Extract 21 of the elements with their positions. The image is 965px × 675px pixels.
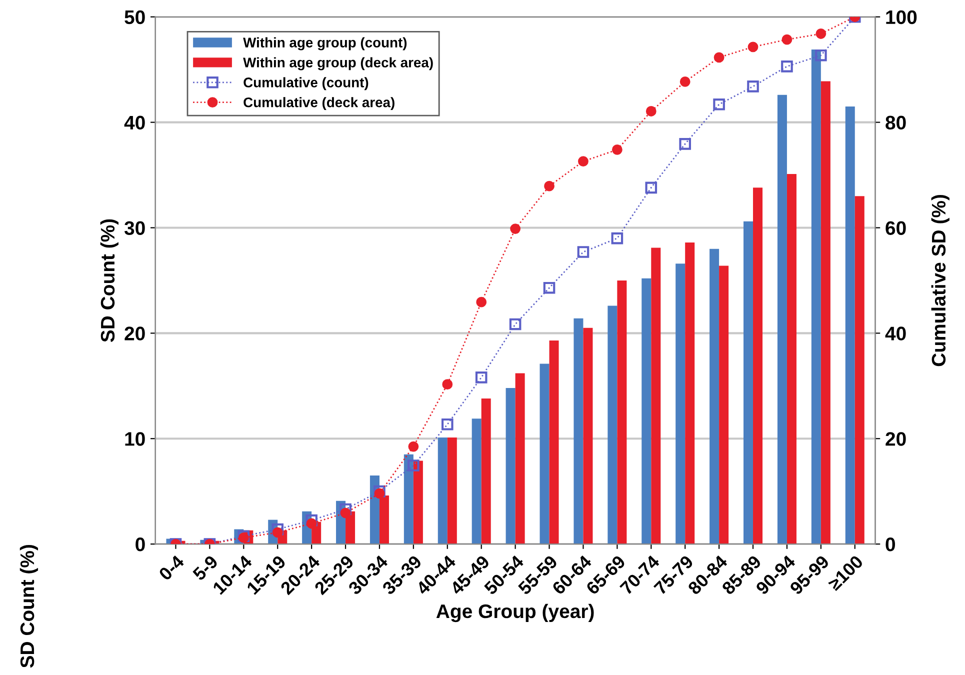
x-axis-title: Age Group (year) <box>436 604 594 622</box>
y2-tick-label: 60 <box>886 221 906 235</box>
y2-tick-label: 80 <box>886 116 906 130</box>
y2-tick-label: 20 <box>886 432 906 446</box>
legend-label: Cumulative (count) <box>244 77 368 90</box>
y-tick-label: 40 <box>124 116 145 130</box>
text: SD Count (%) <box>20 545 38 668</box>
y-tick-label: 50 <box>124 10 145 24</box>
y-axis-title: SD Count (%) <box>100 219 118 342</box>
y-tick-label: 10 <box>125 432 145 446</box>
legend-label: Within age group (deck area) <box>243 57 433 70</box>
legend-label: Cumulative (deck area) <box>244 97 394 110</box>
legend-label: Within age group (count) <box>243 37 407 50</box>
y2-axis-title: Cumulative SD (%) <box>931 194 950 366</box>
y2-tick-label: 0 <box>886 538 895 552</box>
y-tick-label: 0 <box>136 538 145 552</box>
y-tick-label: 20 <box>124 326 145 340</box>
y2-tick-label: 100 <box>886 10 917 24</box>
y2-tick-label: 40 <box>885 326 906 340</box>
y-tick-label: 30 <box>124 221 145 236</box>
x-tick-label: 0-4 <box>158 554 186 582</box>
